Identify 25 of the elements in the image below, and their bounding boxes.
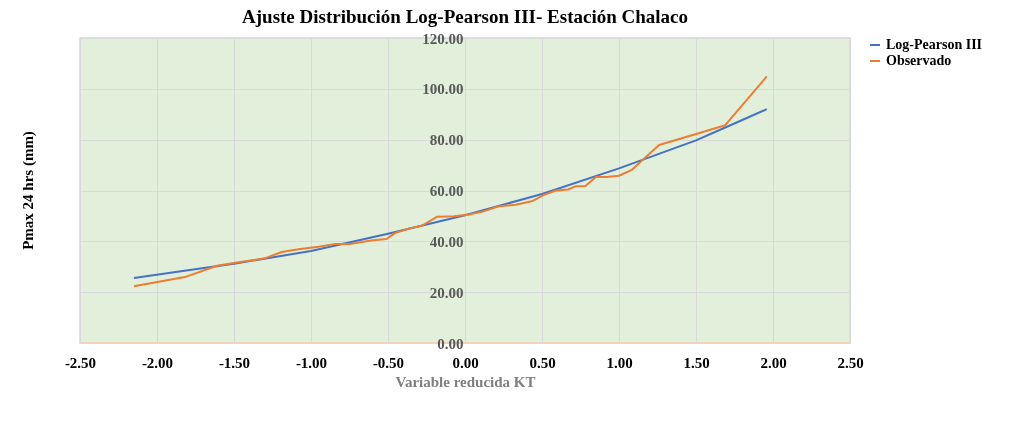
x-tick-label: 0.50 (529, 354, 556, 371)
x-tick-label: 1.00 (606, 354, 633, 371)
x-tick-label: -0.50 (372, 354, 405, 371)
x-tick-label: 0.00 (452, 354, 479, 371)
y-tick-label: 20.00 (429, 284, 464, 301)
x-tick-label: 2.50 (837, 354, 864, 371)
legend-label: Observado (886, 53, 952, 68)
x-tick-label: -1.50 (218, 354, 251, 371)
y-tick-label: 40.00 (429, 233, 464, 250)
y-tick-label: 60.00 (429, 183, 464, 199)
y-axis-title: Pmax 24 hrs (mm) (19, 131, 37, 250)
y-tick-label: 120.00 (422, 30, 464, 47)
x-tick-label: -1.00 (295, 354, 328, 371)
x-tick-label: -2.00 (141, 354, 174, 371)
y-tick-label: 80.00 (429, 132, 464, 149)
x-tick-label: -2.50 (64, 354, 97, 371)
x-tick-label: 2.00 (760, 354, 787, 371)
chart-title: Ajuste Distribución Log-Pearson III- Estación Chalaco (242, 6, 688, 27)
line-series (132, 75, 768, 288)
legend-label: Log-Pearson III (886, 37, 983, 52)
y-tick-label: 0.00 (437, 335, 464, 352)
y-tick-label: 100.00 (422, 81, 464, 98)
x-tick-label: 1.50 (683, 354, 710, 371)
x-axis-title: Variable reducida KT (395, 373, 536, 390)
line-series (132, 108, 768, 279)
